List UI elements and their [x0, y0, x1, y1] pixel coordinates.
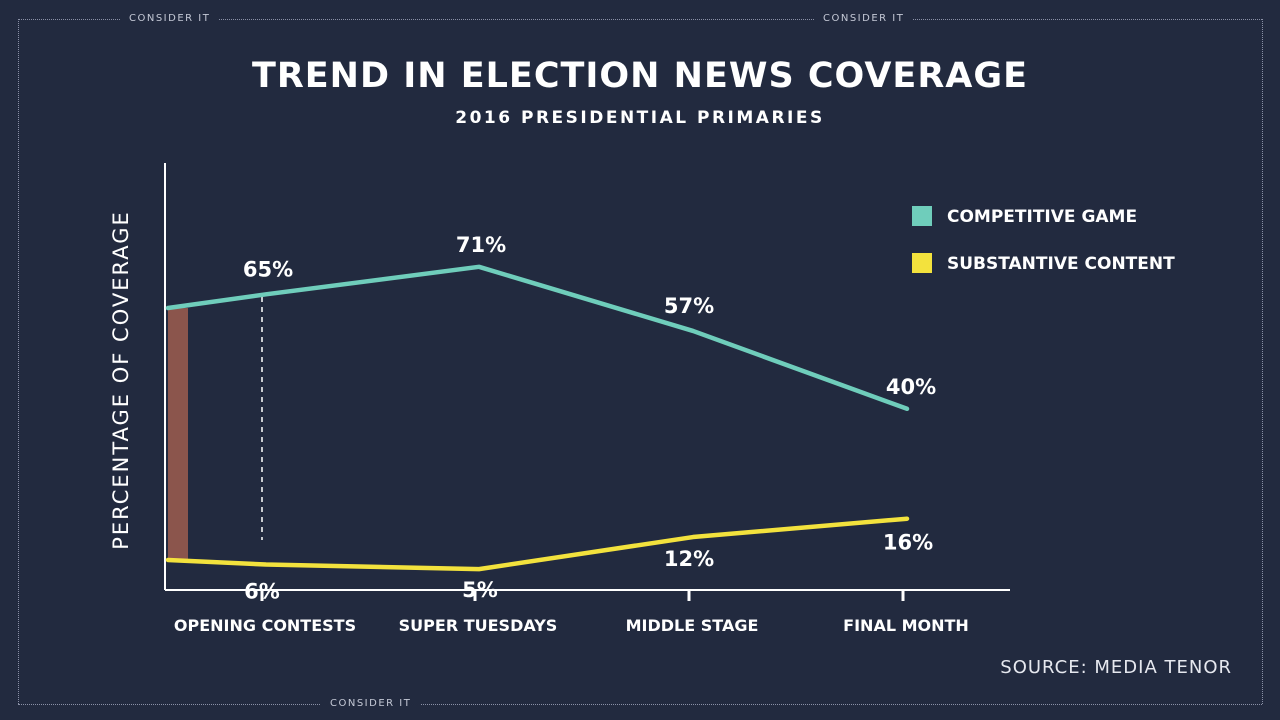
legend-swatch-competitive-game — [912, 206, 932, 226]
competitive-game-data-label: 40% — [886, 375, 936, 399]
legend-label-substantive-content: SUBSTANTIVE CONTENT — [947, 254, 1175, 274]
frame-tag-top-right: CONSIDER IT — [814, 13, 914, 25]
competitive-game-data-label: 65% — [243, 257, 293, 281]
substantive-content-data-label: 5% — [462, 578, 498, 602]
x-tick-label: SUPER TUESDAYS — [399, 616, 558, 635]
legend-swatch-substantive-content — [912, 253, 932, 273]
frame-top-border — [18, 19, 1262, 20]
chart-title: TREND IN ELECTION NEWS COVERAGE — [251, 56, 1029, 96]
legend-label-competitive-game: COMPETITIVE GAME — [947, 207, 1137, 227]
chart-subtitle: 2016 PRESIDENTIAL PRIMARIES — [455, 108, 825, 128]
frame-bottom-border — [18, 704, 1262, 705]
competitive-game-data-label: 71% — [456, 233, 506, 257]
substantive-content-data-label: 16% — [883, 531, 933, 555]
frame-left-border — [18, 19, 19, 704]
substantive-content-data-label: 6% — [244, 580, 280, 604]
substantive-content-line — [165, 516, 910, 572]
competitive-game-line — [165, 264, 910, 412]
y-axis-label: PERCENTAGE OF COVERAGE — [109, 210, 133, 550]
frame-right-border — [1262, 19, 1263, 704]
substantive-content-data-label: 12% — [664, 547, 714, 571]
x-tick-label: OPENING CONTESTS — [174, 616, 356, 635]
source-note: SOURCE: MEDIA TENOR — [1000, 657, 1232, 678]
frame-tag-bottom: CONSIDER IT — [321, 698, 421, 710]
x-tick-label: MIDDLE STAGE — [626, 616, 759, 635]
competitive-game-data-label: 57% — [664, 294, 714, 318]
opening-highlight-bar — [168, 308, 188, 560]
x-tick-label: FINAL MONTH — [843, 616, 969, 635]
frame-tag-top-left: CONSIDER IT — [120, 13, 220, 25]
